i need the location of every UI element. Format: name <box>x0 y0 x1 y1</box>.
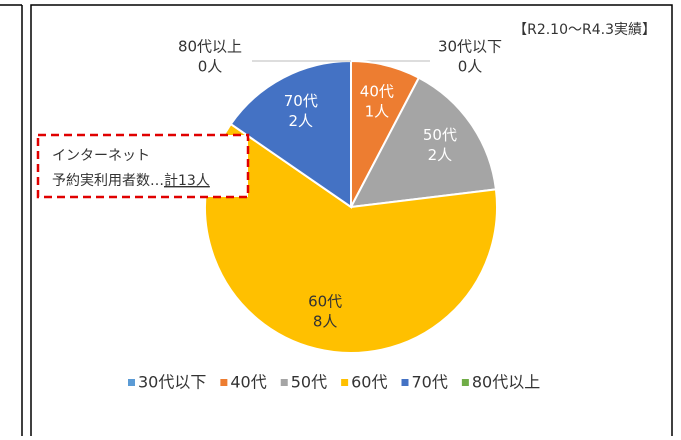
legend-swatch <box>280 379 288 386</box>
legend-swatch <box>341 379 349 386</box>
legend-swatch <box>401 379 409 386</box>
callout-total: 計13人 <box>164 173 210 189</box>
legend-label: 50代 <box>291 373 327 392</box>
data-label: 0人 <box>198 58 223 76</box>
legend: 30代以下 40代 50代 60代 70代 80代以上 <box>128 373 540 392</box>
data-label: 60代 <box>308 292 342 310</box>
pie: 30代以下 0人 40代 1人 50代 2人 60代 8人 70代 2人 80代以上 0人 <box>178 38 502 354</box>
data-label: 0人 <box>458 58 483 76</box>
pie-slice <box>349 76 498 209</box>
data-label: 30代以下 <box>438 38 502 56</box>
legend-swatch <box>128 379 135 386</box>
chart-frame <box>30 4 673 440</box>
data-label: 80代以上 <box>178 38 242 56</box>
callout-text: 予約実利用者数…計13人 <box>52 173 210 189</box>
data-label: 2人 <box>428 146 453 164</box>
legend-label: 70代 <box>412 373 448 392</box>
callout-text: 予約実利用者数… <box>52 173 164 189</box>
pie-slice <box>204 122 498 354</box>
data-label: 2人 <box>289 112 314 130</box>
data-label: 1人 <box>365 103 390 121</box>
legend-swatch <box>461 379 469 386</box>
callout-box <box>36 133 250 199</box>
data-label: 40代 <box>360 83 394 101</box>
data-label: 50代 <box>423 126 457 144</box>
legend-label: 80代以上 <box>472 373 540 392</box>
annotation: 【R2.10～R4.3実績】 <box>513 22 656 38</box>
data-label: 8人 <box>313 312 338 330</box>
legend-label: 40代 <box>230 373 266 392</box>
legend-label: 60代 <box>351 373 387 392</box>
legend-label: 30代以下 <box>138 373 206 392</box>
callout-text: インターネット <box>52 148 150 164</box>
legend-swatch <box>220 379 228 386</box>
data-label: 70代 <box>284 92 318 110</box>
